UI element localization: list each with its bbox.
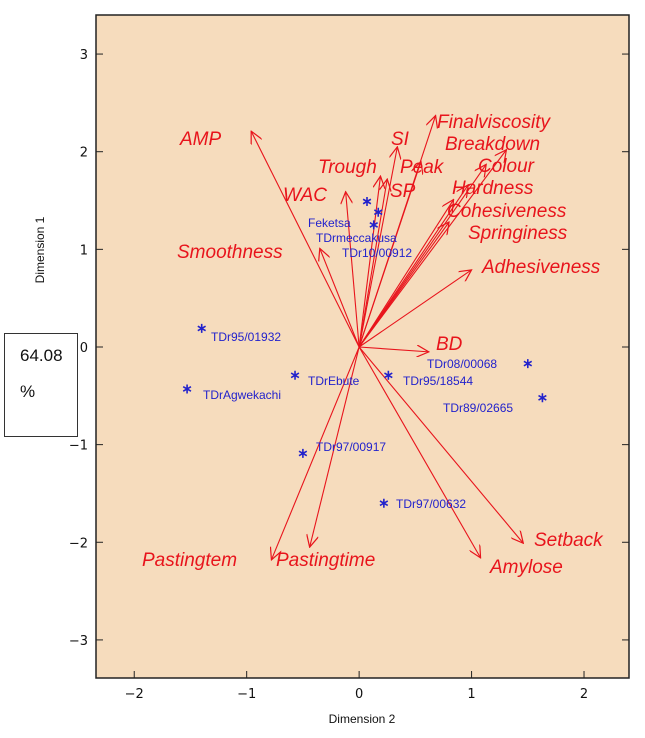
variable-arrow [358,346,480,558]
observation-point [384,370,393,380]
y-tick-label: 3 [80,48,88,63]
x-tick-label: 2 [580,687,588,702]
variable-label: Pastingtem [142,550,237,571]
variable-arrow [346,192,360,348]
variable-label: Setback [534,530,604,551]
variable-label: Colour [478,156,535,177]
variance-unit: % [20,382,36,401]
variable-label: Hardness [452,178,534,199]
variable-arrow [358,150,506,348]
variable-arrow [251,131,360,348]
plot-area [95,14,630,679]
variable-arrow [358,222,449,348]
observation-label: TDr95/01932 [211,330,281,344]
variable-arrow [310,346,360,547]
variable-arrow [320,248,360,348]
variable-label: SP [390,181,416,202]
variable-label: Trough [318,157,377,178]
observation-point [523,359,533,369]
variable-label: AMP [179,129,222,150]
observation-point [290,370,300,380]
y-tick-label: −3 [69,634,88,649]
variable-label: WAC [283,185,327,206]
variable-arrow [359,347,429,352]
variable-label: Springiness [468,223,568,244]
variable-label: Pastingtime [276,550,375,571]
variable-arrow [358,179,387,348]
observation-label: TDr97/00917 [316,440,386,454]
y-tick-label: 0 [80,341,88,356]
variance-annotation-box: 64.08 % [4,333,78,437]
observation-point [182,384,192,394]
observation-label: TDrEbute [308,374,360,388]
x-tick-label: −1 [237,687,256,702]
y-tick-label: 1 [80,243,88,258]
observation-label: TDr89/02665 [443,401,513,415]
x-tick-label: 1 [467,687,475,702]
observation-label: TDrAgwekachi [203,388,281,402]
variable-arrow [358,270,471,348]
observation-label: TDr95/18544 [403,374,473,388]
variable-arrow [358,161,421,348]
variable-label: Breakdown [445,134,540,155]
variable-label: Peak [400,157,445,178]
observation-label: Feketsa [308,216,351,230]
x-tick-label: 0 [355,687,363,702]
variable-label: Adhesiveness [481,257,601,278]
variable-arrow [358,176,380,348]
observation-point [538,393,547,403]
x-axis-label: Dimension 2 [329,712,396,726]
observation-point [197,323,206,333]
x-tick-label: −2 [125,687,144,702]
y-tick-label: 2 [80,146,88,161]
observation-point [373,207,383,217]
observation-point [369,220,379,230]
observation-label: TDr10/00912 [342,246,412,260]
variable-label: Amylose [489,557,563,578]
variable-label: Smoothness [177,242,283,263]
y-tick-label: −2 [69,536,88,551]
variance-value: 64.08 [20,346,63,365]
observation-label: TDrmeccakusa [316,231,397,245]
variable-label: BD [436,334,463,355]
observation-point [362,196,372,206]
observation-point [379,498,389,508]
y-axis-label: Dimension 1 [33,216,47,283]
observation-point [298,448,308,458]
observation-label: TDr08/00068 [427,357,497,371]
variable-arrow [271,346,360,560]
y-tick-label: −1 [69,439,88,454]
variable-arrow [358,346,523,543]
observation-label: TDr97/00632 [396,497,466,511]
variable-label: SI [391,129,410,150]
variable-label: Cohesiveness [447,201,567,222]
variable-label: Finalviscosity [437,112,551,133]
